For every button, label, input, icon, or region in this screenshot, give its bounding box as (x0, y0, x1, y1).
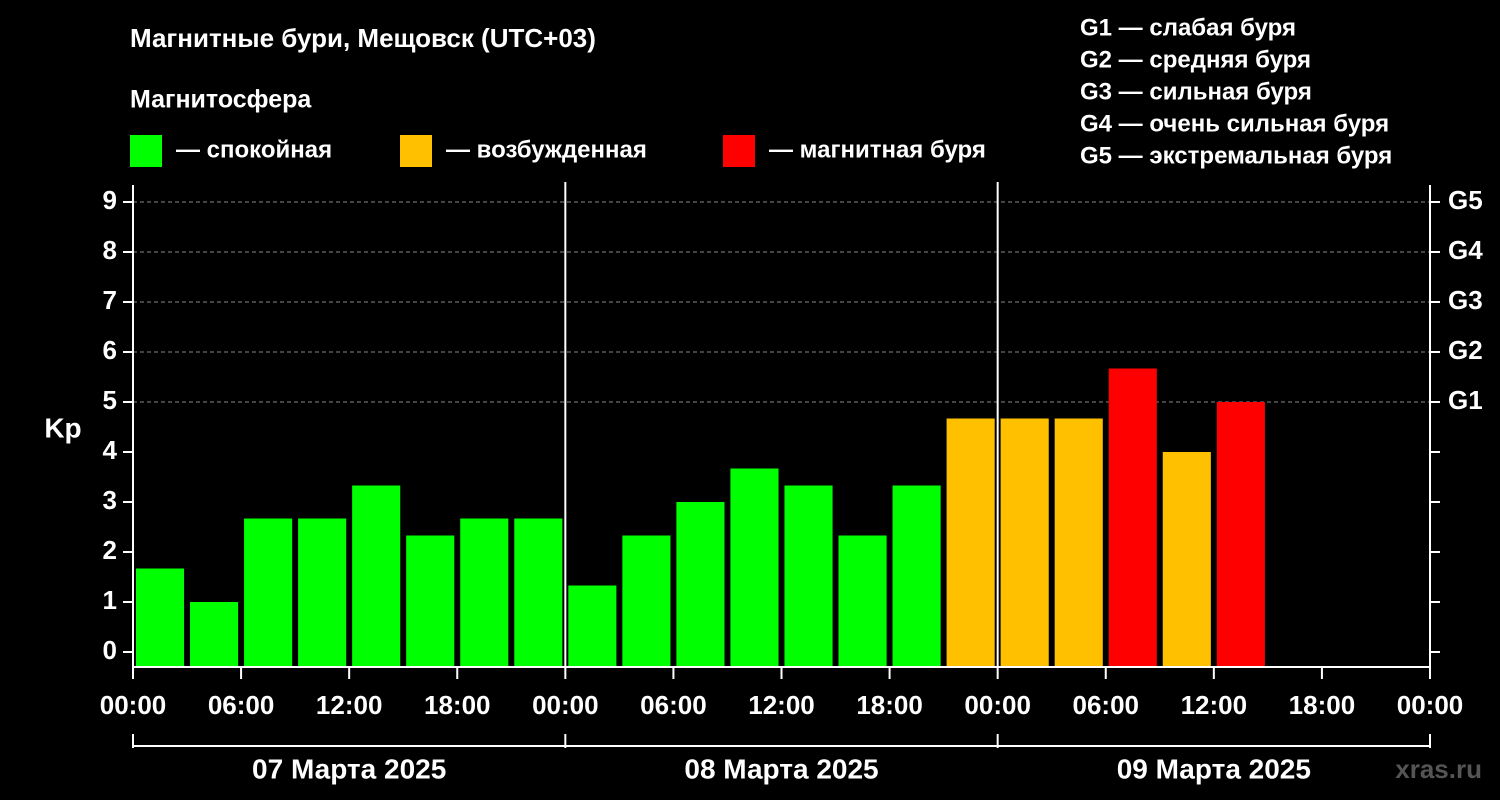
x-tick-label: 00:00 (532, 690, 599, 720)
storm-level: G4 — очень сильная буря (1080, 110, 1389, 137)
legend-swatch (400, 135, 432, 167)
day-label: 08 Марта 2025 (684, 753, 878, 784)
bar (352, 485, 401, 667)
bar (838, 535, 887, 667)
y2-tick-label: G3 (1448, 285, 1483, 315)
legend-swatch (130, 135, 162, 167)
x-tick-label: 18:00 (424, 690, 491, 720)
x-tick-label: 12:00 (748, 690, 815, 720)
bar (676, 502, 725, 667)
y-tick-label: 7 (103, 285, 117, 315)
bar (135, 568, 185, 667)
legend-swatch (723, 135, 755, 167)
legend-label: — спокойная (176, 136, 332, 163)
bar (1162, 452, 1211, 667)
storm-level: G1 — слабая буря (1080, 14, 1296, 41)
bar (406, 535, 455, 667)
bar (514, 518, 563, 667)
y-tick-label: 6 (103, 335, 117, 365)
x-tick-label: 18:00 (1289, 690, 1356, 720)
bar (1054, 418, 1103, 667)
x-tick-label: 06:00 (1073, 690, 1140, 720)
bar (568, 585, 617, 667)
bar (298, 518, 347, 667)
y-tick-label: 9 (103, 185, 117, 215)
legend-label: — возбужденная (446, 136, 647, 163)
bar (946, 418, 995, 667)
y2-tick-label: G1 (1448, 385, 1483, 415)
day-label: 09 Марта 2025 (1117, 753, 1311, 784)
bar (1000, 418, 1049, 667)
storm-level: G3 — сильная буря (1080, 78, 1312, 105)
bar (190, 602, 239, 667)
x-tick-label: 00:00 (100, 690, 167, 720)
bar (244, 518, 293, 667)
bar (730, 468, 779, 667)
bar (892, 485, 941, 667)
bar (1216, 402, 1265, 667)
x-tick-label: 12:00 (1181, 690, 1248, 720)
y-tick-label: 5 (103, 385, 117, 415)
x-tick-label: 18:00 (856, 690, 923, 720)
storm-level: G2 — средняя буря (1080, 46, 1311, 73)
y-tick-label: 8 (103, 235, 117, 265)
watermark: xras.ru (1395, 754, 1482, 784)
y-tick-label: 3 (103, 485, 117, 515)
chart-title: Магнитные бури, Мещовск (UTC+03) (130, 23, 596, 53)
x-tick-label: 00:00 (1397, 690, 1464, 720)
day-label: 07 Марта 2025 (252, 753, 446, 784)
y-tick-label: 0 (103, 635, 117, 665)
subtitle: Магнитосфера (130, 86, 312, 114)
bar (784, 485, 833, 667)
y-tick-label: 4 (103, 435, 118, 465)
bar (460, 518, 509, 667)
y2-tick-label: G5 (1448, 185, 1483, 215)
x-tick-label: 00:00 (964, 690, 1031, 720)
legend-label: — магнитная буря (769, 136, 986, 163)
y2-tick-label: G2 (1448, 335, 1483, 365)
x-tick-label: 06:00 (208, 690, 275, 720)
y-tick-label: 1 (103, 585, 117, 615)
bar (622, 535, 671, 667)
x-tick-label: 06:00 (640, 690, 707, 720)
y-axis-label: Kp (44, 412, 81, 443)
y2-tick-label: G4 (1448, 235, 1483, 265)
bar (1108, 368, 1157, 667)
x-tick-label: 12:00 (316, 690, 383, 720)
storm-level: G5 — экстремальная буря (1080, 142, 1392, 169)
y-tick-label: 2 (103, 535, 117, 565)
